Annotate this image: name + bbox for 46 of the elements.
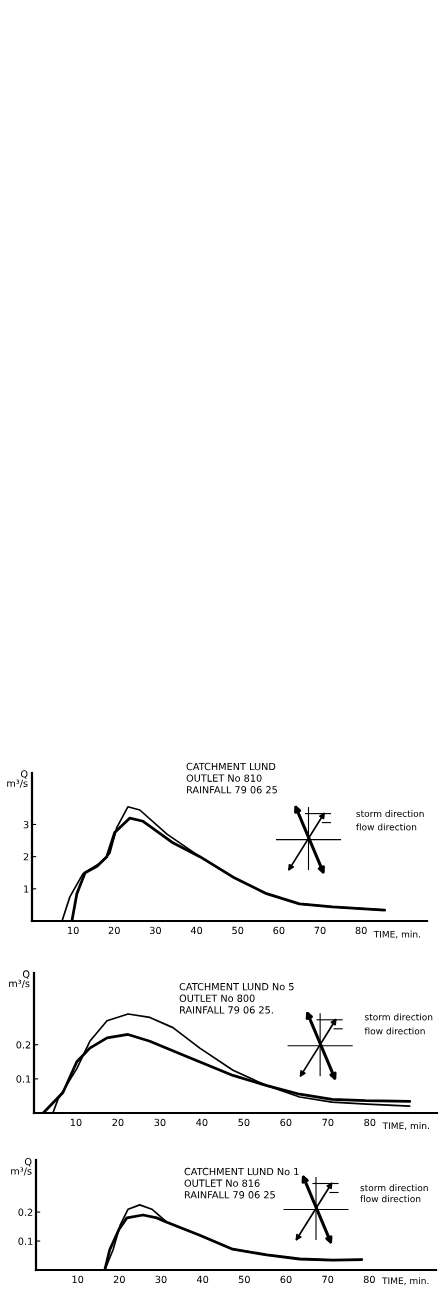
x-tick-label: 30 (155, 1275, 167, 1284)
annotation: storm direction (364, 1013, 433, 1021)
x-axis-title: TIME, min. (382, 1122, 429, 1131)
x-tick-label: 10 (70, 1118, 82, 1127)
y-tick-label: 2 (23, 853, 29, 861)
x-tick-label: 70 (322, 1275, 334, 1284)
y-tick-label: 0.1 (18, 1237, 33, 1245)
y-axis-title: Q m³/s (7, 770, 28, 788)
x-tick-label: 80 (363, 1275, 375, 1284)
x-tick-label: 20 (113, 1275, 125, 1284)
annotation: storm direction (360, 1184, 428, 1192)
x-tick-label: 40 (196, 1118, 208, 1127)
x-tick-label: 20 (112, 1118, 124, 1127)
x-tick-label: 60 (280, 1275, 292, 1284)
x-tick-label: 40 (196, 1275, 209, 1284)
annotation: CATCHMENT LUND No 5 OUTLET No 800 RAINFALL 79 06 25. (179, 982, 294, 1014)
y-tick-label: 0.2 (18, 1208, 33, 1216)
annotation: flow direction (364, 1027, 425, 1035)
y-tick-label: 1 (24, 885, 29, 893)
x-tick-label: 80 (364, 1118, 376, 1127)
x-axis-title: TIME, min. (381, 1277, 429, 1286)
annotation: storm direction (356, 810, 424, 818)
y-tick-label: 0.1 (16, 1075, 31, 1083)
x-tick-label: 50 (232, 926, 244, 935)
x-tick-label: 50 (238, 1275, 250, 1284)
y-axis-title: Q m³/s (11, 1157, 32, 1176)
y-tick-label: 3 (23, 820, 29, 829)
x-tick-label: 70 (322, 1118, 334, 1127)
x-tick-label: 10 (72, 1275, 84, 1284)
x-axis-title: TIME, min. (373, 930, 420, 939)
annotation: CATCHMENT LUND OUTLET No 810 RAINFALL 79 06 25 (186, 762, 277, 794)
x-tick-label: 60 (273, 926, 285, 935)
x-tick-label: 70 (314, 926, 326, 935)
x-tick-label: 20 (108, 926, 120, 935)
x-tick-label: 60 (280, 1118, 292, 1127)
annotation: flow direction (360, 1195, 421, 1203)
x-tick-label: 30 (154, 1118, 166, 1127)
x-tick-label: 80 (355, 926, 367, 935)
x-tick-label: 40 (190, 926, 203, 935)
y-axis-title: Q m³/s (9, 970, 30, 988)
annotation: flow direction (356, 823, 417, 831)
x-tick-label: 10 (68, 926, 79, 935)
annotation: CATCHMENT LUND No 1 OUTLET No 816 RAINFALL 79 06 25 (184, 1167, 299, 1199)
y-tick-label: 0.2 (16, 1041, 31, 1049)
x-tick-label: 50 (238, 1118, 250, 1127)
x-tick-label: 30 (149, 926, 161, 935)
